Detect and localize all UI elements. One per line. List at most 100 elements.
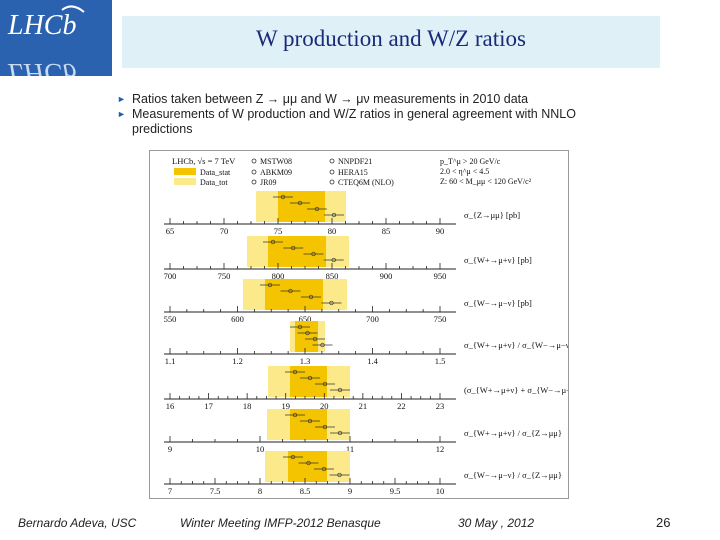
axis-tick-label: 9 xyxy=(168,444,172,454)
axis-tick-label: 10 xyxy=(436,486,445,496)
axis-tick-label: 1.1 xyxy=(165,356,176,366)
bullet-item: ► Ratios taken between Z → μμ and W → μν… xyxy=(117,92,637,107)
panel-quantity-label: σ_{W+→μ+ν} / σ_{Z→μμ} xyxy=(464,428,562,438)
axis-tick-label: 650 xyxy=(299,314,312,324)
theory-marker xyxy=(306,460,311,466)
legend-theory-label: MSTW08 xyxy=(260,157,292,166)
axis-tick-label: 750 xyxy=(218,271,231,281)
axis-tick-label: 1.5 xyxy=(435,356,446,366)
theory-marker xyxy=(297,324,303,330)
figure-header-label: LHCb, √s = 7 TeV xyxy=(172,156,236,166)
axis-tick-label: 10 xyxy=(256,444,265,454)
theory-marker xyxy=(307,375,313,381)
data-stat-band xyxy=(290,366,327,397)
legend-stat-label: Data_stat xyxy=(200,168,231,177)
legend-theory-label: HERA15 xyxy=(338,168,368,177)
panel-quantity-label: σ_{W+→μ+ν} [pb] xyxy=(464,255,532,265)
theory-marker xyxy=(312,336,318,342)
axis-tick-label: 900 xyxy=(380,271,393,281)
axis-tick-label: 80 xyxy=(328,226,337,236)
axis-tick-label: 750 xyxy=(434,314,447,324)
data-stat-band xyxy=(290,409,327,440)
axis-tick-label: 22 xyxy=(397,401,406,411)
axis-tick-label: 17 xyxy=(204,401,213,411)
axis-tick-label: 8.5 xyxy=(300,486,311,496)
axis-tick-label: 23 xyxy=(436,401,445,411)
axis-tick-label: 12 xyxy=(436,444,445,454)
legend-theory-label: ABKM09 xyxy=(260,168,292,177)
lhcb-logo: LHCb LHCb xyxy=(0,0,112,76)
footer-date: 30 May , 2012 xyxy=(458,516,535,530)
axis-tick-label: 11 xyxy=(346,444,354,454)
axis-tick-label: 18 xyxy=(243,401,252,411)
page-number: 26 xyxy=(656,515,671,530)
figure-cut-label: Z: 60 < M_μμ < 120 GeV/c² xyxy=(440,177,532,186)
bullet-item: ► Measurements of W production and W/Z r… xyxy=(117,107,637,137)
theory-marker xyxy=(320,342,325,348)
theory-marker xyxy=(321,466,327,472)
legend-theory-marker xyxy=(329,169,335,175)
axis-tick-label: 950 xyxy=(434,271,447,281)
axis-tick-label: 65 xyxy=(166,226,175,236)
theory-marker xyxy=(291,245,296,251)
axis-tick-label: 70 xyxy=(220,226,229,236)
theory-marker xyxy=(337,430,343,436)
panel-quantity-label: (σ_{W+→μ+ν} + σ_{W−→μ−ν}) / σ_{Z→μμ} xyxy=(464,385,568,395)
axis-tick-label: 850 xyxy=(326,271,339,281)
axis-tick-label: 90 xyxy=(436,226,445,236)
theory-marker xyxy=(270,239,276,245)
axis-tick-label: 700 xyxy=(164,271,177,281)
bullet-text: Measurements of W production and W/Z rat… xyxy=(132,107,576,136)
axis-tick-label: 600 xyxy=(231,314,244,324)
legend-theory-marker xyxy=(329,158,335,164)
figure-cut-label: p_T^μ > 20 GeV/c xyxy=(440,157,501,166)
theory-marker xyxy=(288,288,293,294)
theory-marker xyxy=(297,200,303,206)
legend-theory-label: NNPDF21 xyxy=(338,157,372,166)
axis-tick-label: 700 xyxy=(366,314,379,324)
axis-tick-label: 19 xyxy=(281,401,290,411)
axis-tick-label: 16 xyxy=(166,401,175,411)
theory-marker xyxy=(311,251,316,257)
axis-tick-label: 85 xyxy=(382,226,391,236)
legend-tot-swatch xyxy=(174,178,196,185)
legend-tot-label: Data_tot xyxy=(200,178,228,187)
axis-tick-label: 20 xyxy=(320,401,329,411)
axis-tick-label: 550 xyxy=(164,314,177,324)
theory-marker xyxy=(292,369,298,375)
theory-marker xyxy=(322,424,328,430)
theory-marker xyxy=(280,194,286,200)
axis-tick-label: 800 xyxy=(272,271,285,281)
legend-theory-marker xyxy=(251,169,257,175)
axis-tick-label: 21 xyxy=(359,401,368,411)
axis-tick-label: 9.5 xyxy=(390,486,401,496)
legend-theory-label: JR09 xyxy=(260,178,276,187)
data-stat-band xyxy=(265,279,323,310)
theory-marker xyxy=(267,282,273,288)
theory-marker xyxy=(314,206,320,212)
theory-marker xyxy=(322,381,328,387)
panel-quantity-label: σ_{W−→μ−ν} [pb] xyxy=(464,298,532,308)
theory-marker xyxy=(308,294,314,300)
bullet-list: ► Ratios taken between Z → μμ and W → μν… xyxy=(117,92,637,137)
theory-marker xyxy=(337,472,342,478)
axis-tick-label: 9 xyxy=(348,486,352,496)
results-figure: LHCb, √s = 7 TeV Data_stat Data_tot MSTW08 A… xyxy=(149,150,629,499)
axis-tick-label: 1.3 xyxy=(300,356,311,366)
panel-quantity-label: σ_{W−→μ−ν} / σ_{Z→μμ} xyxy=(464,470,562,480)
axis-tick-label: 7 xyxy=(168,486,172,496)
footer-event: Winter Meeting IMFP-2012 Benasque xyxy=(180,516,381,530)
theory-marker xyxy=(307,418,313,424)
svg-text:LHCb: LHCb xyxy=(7,57,76,76)
axis-tick-label: 7.5 xyxy=(210,486,221,496)
theory-marker xyxy=(331,212,337,218)
legend-stat-swatch xyxy=(174,168,196,175)
slide-title: W production and W/Z ratios xyxy=(256,26,526,51)
data-stat-band xyxy=(268,236,326,267)
legend-theory-marker xyxy=(251,158,257,164)
bullet-text: Ratios taken between Z → μμ and W → μν m… xyxy=(132,92,529,106)
legend-theory-label: CTEQ6M (NLO) xyxy=(338,178,394,187)
panel-quantity-label: σ_{Z→μμ} [pb] xyxy=(464,210,520,220)
title-band xyxy=(122,16,660,68)
